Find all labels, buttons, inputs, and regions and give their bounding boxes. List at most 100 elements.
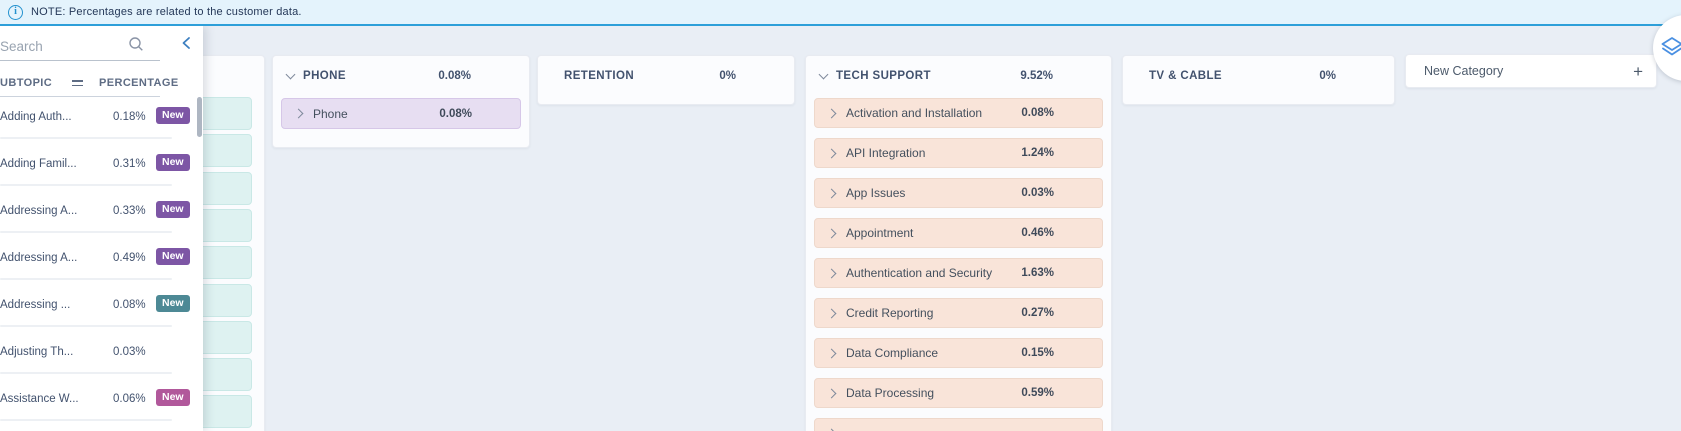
topic-item-label: Activation and Installation [846,106,983,120]
category-column-retention: RETENTION 0% [537,55,795,105]
subtopic-percentage: 0.08% [113,299,146,311]
subtopic-percentage: 0.06% [113,393,146,405]
category-header[interactable]: RETENTION 0% [538,56,794,96]
new-status-badge: New [156,154,190,171]
new-status-badge: New [156,201,190,218]
info-icon: i [8,4,23,20]
category-percentage: 0.08% [438,70,471,82]
subtopic-name: Adding Famil... [0,158,77,170]
topic-item-label: Appointment [846,226,914,240]
topic-item[interactable]: API Integration 1.24% [814,138,1103,168]
row-divider [0,419,172,421]
chevron-right-icon[interactable] [826,108,837,118]
subtopic-name: Adding Auth... [0,111,72,123]
category-title: RETENTION [564,70,635,82]
note-text: NOTE: Percentages are related to the cus… [31,6,302,18]
category-title: TECH SUPPORT [836,70,931,82]
topic-item-label: Data Processing [846,386,935,400]
topic-item-label: Data Compliance [846,346,939,360]
topic-item-label: App Issues [846,186,906,200]
category-header[interactable]: PHONE 0.08% [273,56,529,96]
category-percentage: 0% [1319,70,1336,82]
category-percentage: 0% [719,70,736,82]
chevron-right-icon[interactable] [826,348,837,358]
new-category-card[interactable]: New Category + [1405,54,1657,88]
subtopic-percentage: 0.33% [113,205,146,217]
subtopic-row[interactable]: Adding Famil... 0.31% New [0,144,197,191]
subtopics-list: Adding Auth... 0.18% New Adding Famil... 0.3… [0,97,197,426]
new-status-badge: New [156,389,190,406]
subtopics-sidebar: UBTOPIC PERCENTAGE Adding Auth... 0.18% Ne… [0,26,203,431]
sort-icon[interactable] [72,80,83,89]
subtopic-row[interactable]: Adjusting Th... 0.03% [0,332,197,379]
chevron-right-icon[interactable] [293,108,304,119]
subtopic-column-header[interactable]: UBTOPIC [0,77,53,89]
chevron-right-icon[interactable] [826,228,837,238]
subtopics-table-header: UBTOPIC PERCENTAGE [0,74,197,94]
topic-item[interactable]: Appointment 0.46% [814,218,1103,248]
new-status-badge: New [156,107,190,124]
category-column-phone: PHONE 0.08% Phone 0.08% [272,55,530,148]
add-category-button[interactable]: + [1633,61,1643,81]
chevron-right-icon[interactable] [826,188,837,198]
row-divider [0,184,172,186]
new-category-label: New Category [1424,64,1504,78]
topic-item-percentage: 0.08% [1021,107,1054,119]
row-divider [0,325,172,327]
topic-item-percentage: 0.46% [1021,227,1054,239]
row-divider [0,137,172,139]
sidebar-scrollbar-thumb[interactable] [197,97,202,137]
subtopic-row[interactable]: Adding Auth... 0.18% New [0,97,197,144]
row-divider [0,372,172,374]
category-header[interactable]: TECH SUPPORT 9.52% [806,56,1111,96]
topic-item-label: API Integration [846,146,926,160]
subtopic-name: Addressing ... [0,299,71,311]
subtopic-row[interactable]: Addressing ... 0.08% New [0,285,197,332]
subtopic-row[interactable]: Addressing A... 0.33% New [0,191,197,238]
search-underline [0,60,160,61]
category-title: TV & CABLE [1149,70,1222,82]
topic-item-partial[interactable] [814,418,1103,431]
search-input[interactable] [0,35,118,57]
topic-item[interactable]: Credit Reporting 0.27% [814,298,1103,328]
topic-item[interactable]: Data Compliance 0.15% [814,338,1103,368]
topic-item[interactable]: Data Processing 0.59% [814,378,1103,408]
topic-item[interactable]: Authentication and Security 1.63% [814,258,1103,288]
chevron-right-icon[interactable] [826,268,837,278]
chevron-down-icon[interactable] [818,69,829,80]
chevron-right-icon[interactable] [826,308,837,318]
topic-item-label: Credit Reporting [846,306,934,320]
topic-item-percentage: 1.63% [1021,267,1054,279]
topic-item-percentage: 0.15% [1021,347,1054,359]
subtopic-name: Addressing A... [0,205,78,217]
subtopic-name: Addressing A... [0,252,78,264]
chevron-right-icon[interactable] [826,388,837,398]
search-icon[interactable] [128,36,144,57]
topic-item-label: Phone [313,106,348,121]
row-divider [0,231,172,233]
percentage-column-header[interactable]: PERCENTAGE [99,77,179,89]
topic-item[interactable]: App Issues 0.03% [814,178,1103,208]
subtopic-percentage: 0.31% [113,158,146,170]
category-header[interactable]: TV & CABLE 0% [1123,56,1394,96]
topic-item-percentage: 1.24% [1021,147,1054,159]
chevron-down-icon[interactable] [285,69,296,80]
subtopic-row[interactable]: Addressing A... 0.49% New [0,238,197,285]
new-status-badge: New [156,295,190,312]
topic-item[interactable]: Phone 0.08% [281,98,521,129]
topic-item-percentage: 0.59% [1021,387,1054,399]
subtopic-row[interactable]: Assistance W... 0.06% New [0,379,197,426]
subtopic-name: Adjusting Th... [0,346,74,358]
collapse-sidebar-button[interactable] [180,36,192,55]
table-header-underline [0,96,160,97]
category-column-tv_cable: TV & CABLE 0% [1122,55,1395,105]
subtopic-percentage: 0.18% [113,111,146,123]
topic-item-percentage: 0.03% [1021,187,1054,199]
category-column-tech_support: TECH SUPPORT 9.52% Activation and Installa… [805,55,1112,431]
topic-item[interactable]: Activation and Installation 0.08% [814,98,1103,128]
new-status-badge: New [156,248,190,265]
row-divider [0,278,172,280]
chevron-right-icon[interactable] [826,148,837,158]
note-bar: i NOTE: Percentages are related to the c… [0,0,1681,26]
